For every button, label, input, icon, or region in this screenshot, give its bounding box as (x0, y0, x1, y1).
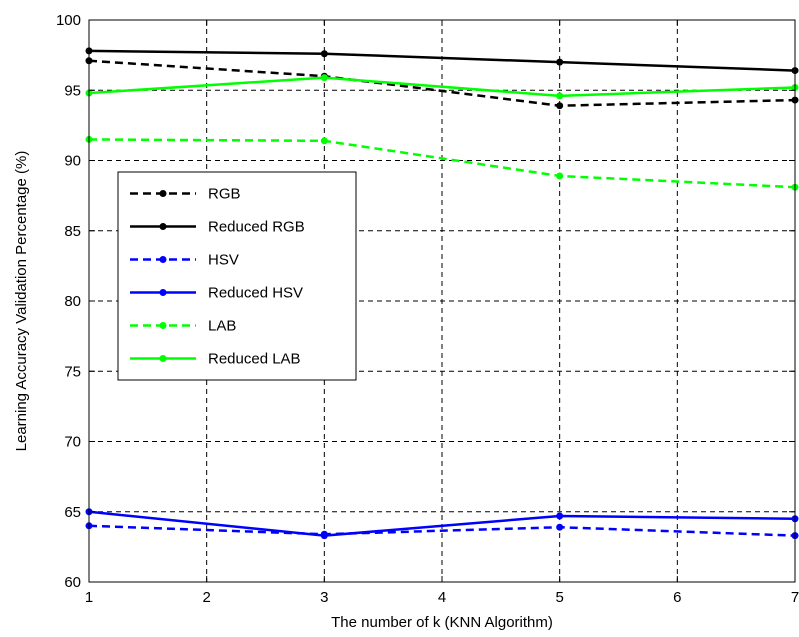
legend-marker (159, 322, 167, 329)
data-point (320, 74, 328, 82)
data-point (320, 532, 328, 540)
legend-marker (159, 190, 167, 197)
series-reduced-lab (85, 74, 799, 100)
legend-item-reduced-rgb: Reduced RGB (130, 219, 305, 236)
series-line-hsv (88, 524, 796, 537)
legend-box (117, 171, 357, 381)
data-point (320, 50, 328, 58)
series-layer (85, 47, 799, 540)
x-tick-label: 4 (438, 589, 446, 606)
data-point (320, 137, 328, 145)
data-point (556, 58, 564, 66)
legend-marker (159, 289, 167, 296)
series-line-reduced-rgb (88, 49, 796, 72)
series-line-lab (88, 138, 796, 189)
legend-label: RGB (208, 186, 241, 203)
legend-item-lab: LAB (130, 318, 236, 335)
data-point (556, 512, 564, 520)
legend-marker (159, 223, 167, 230)
legend-label: Reduced RGB (208, 219, 305, 236)
legend-label: Reduced LAB (208, 351, 301, 368)
x-tick-label: 3 (320, 589, 328, 606)
data-point (556, 172, 564, 180)
series-line-reduced-lab (88, 76, 796, 98)
legend: RGB Reduced RGB HSV Reduced HSV LAB Reduced L… (117, 171, 357, 381)
y-tick-label: 80 (64, 293, 81, 310)
legend-marker (159, 256, 167, 263)
legend-item-reduced-lab: Reduced LAB (130, 351, 301, 368)
data-point (556, 523, 564, 531)
tick-labels: 1 2 3 4 5 6 7 60 65 70 75 80 85 90 95 100 (56, 12, 799, 606)
x-tick-label: 7 (791, 589, 799, 606)
y-tick-label: 95 (64, 82, 81, 99)
series-line-reduced-hsv (88, 510, 796, 537)
x-tick-label: 1 (85, 589, 93, 606)
data-point (556, 92, 564, 100)
y-tick-label: 60 (64, 574, 81, 591)
legend-item-rgb: RGB (130, 186, 241, 203)
y-tick-label: 65 (64, 504, 81, 521)
ticks (88, 19, 796, 583)
y-tick-label: 100 (56, 12, 81, 29)
y-axis-label: Learning Accuracy Validation Percentage … (13, 151, 30, 452)
y-tick-label: 75 (64, 363, 81, 380)
legend-item-reduced-hsv: Reduced HSV (130, 285, 303, 302)
x-tick-label: 2 (202, 589, 210, 606)
x-tick-label: 5 (555, 589, 563, 606)
legend-label: LAB (208, 318, 236, 335)
series-lab (85, 135, 799, 191)
legend-item-hsv: HSV (130, 252, 239, 269)
y-tick-label: 85 (64, 223, 81, 240)
legend-marker (159, 355, 167, 362)
y-tick-label: 90 (64, 153, 81, 170)
x-axis-label: The number of k (KNN Algorithm) (331, 614, 553, 631)
series-reduced-rgb (85, 47, 799, 75)
legend-label: Reduced HSV (208, 285, 303, 302)
grid (89, 20, 795, 582)
data-point (556, 102, 564, 110)
y-tick-label: 70 (64, 434, 81, 451)
series-line-rgb (88, 59, 796, 107)
legend-label: HSV (208, 252, 239, 269)
x-tick-label: 6 (673, 589, 681, 606)
